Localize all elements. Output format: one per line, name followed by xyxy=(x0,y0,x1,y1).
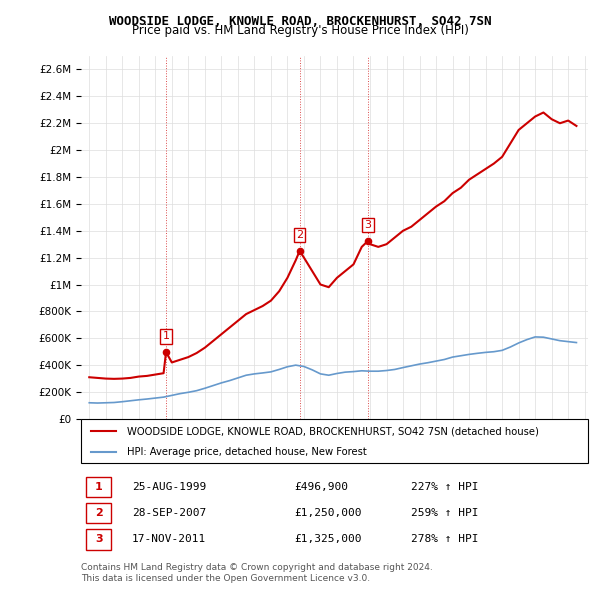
Text: 1: 1 xyxy=(95,482,103,492)
Text: 17-NOV-2011: 17-NOV-2011 xyxy=(132,535,206,545)
Text: £1,325,000: £1,325,000 xyxy=(294,535,361,545)
Text: 278% ↑ HPI: 278% ↑ HPI xyxy=(410,535,478,545)
FancyBboxPatch shape xyxy=(86,503,112,523)
Text: 25-AUG-1999: 25-AUG-1999 xyxy=(132,482,206,492)
Text: WOODSIDE LODGE, KNOWLE ROAD, BROCKENHURST, SO42 7SN: WOODSIDE LODGE, KNOWLE ROAD, BROCKENHURS… xyxy=(109,15,491,28)
Text: Contains HM Land Registry data © Crown copyright and database right 2024.
This d: Contains HM Land Registry data © Crown c… xyxy=(81,563,433,583)
Point xyxy=(161,348,171,357)
Text: 3: 3 xyxy=(95,535,103,545)
Text: £1,250,000: £1,250,000 xyxy=(294,509,361,519)
Text: 28-SEP-2007: 28-SEP-2007 xyxy=(132,509,206,519)
Text: £496,900: £496,900 xyxy=(294,482,348,492)
FancyBboxPatch shape xyxy=(81,419,588,463)
Text: 2: 2 xyxy=(95,509,103,519)
Text: WOODSIDE LODGE, KNOWLE ROAD, BROCKENHURST, SO42 7SN (detached house): WOODSIDE LODGE, KNOWLE ROAD, BROCKENHURS… xyxy=(127,427,539,436)
Text: 3: 3 xyxy=(365,220,371,230)
Text: HPI: Average price, detached house, New Forest: HPI: Average price, detached house, New … xyxy=(127,447,367,457)
Point xyxy=(363,236,373,245)
Point xyxy=(295,246,304,255)
FancyBboxPatch shape xyxy=(86,477,112,497)
Text: Price paid vs. HM Land Registry's House Price Index (HPI): Price paid vs. HM Land Registry's House … xyxy=(131,24,469,37)
Text: 1: 1 xyxy=(163,332,170,342)
Text: 227% ↑ HPI: 227% ↑ HPI xyxy=(410,482,478,492)
Text: 2: 2 xyxy=(296,230,303,240)
Text: 259% ↑ HPI: 259% ↑ HPI xyxy=(410,509,478,519)
FancyBboxPatch shape xyxy=(86,529,112,549)
